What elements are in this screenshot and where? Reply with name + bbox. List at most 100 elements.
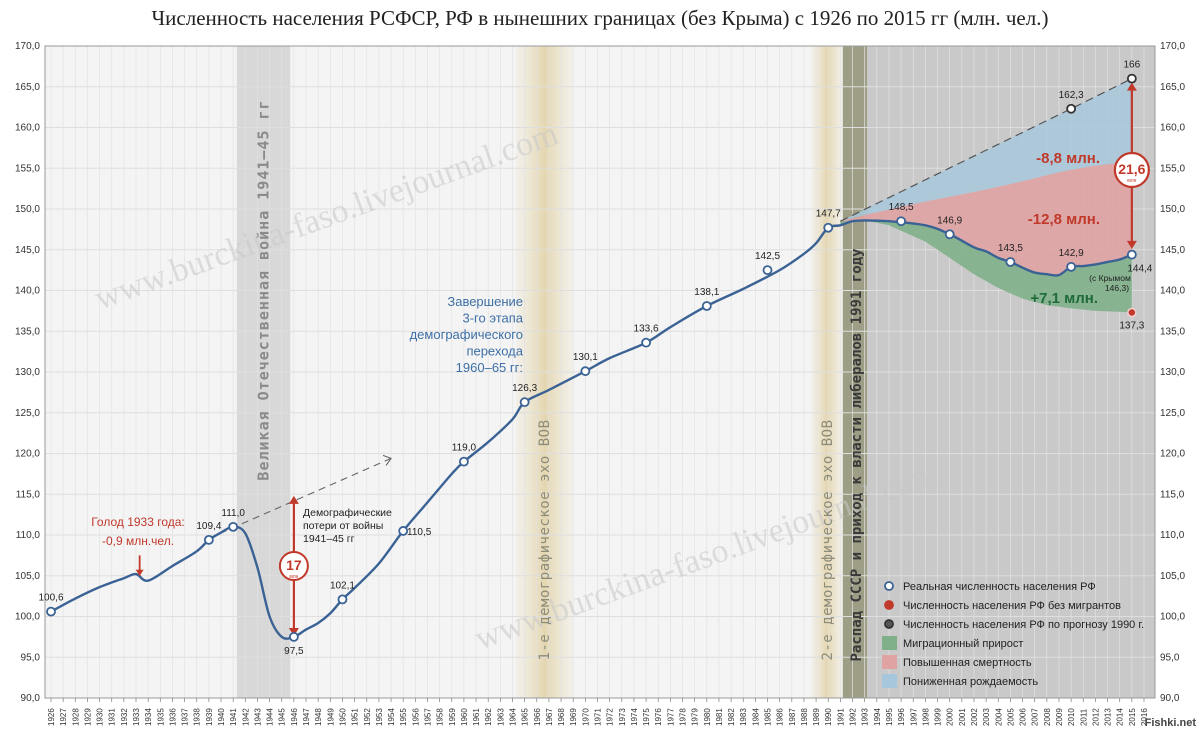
x-tick-label: 1959 [448,708,457,726]
x-tick-label: 1946 [290,708,299,726]
y-tick-label-right: 165,0 [1160,82,1185,93]
y-tick-label-right: 120,0 [1160,449,1185,460]
losses-badge [278,551,309,581]
data-label: 138,1 [694,287,719,298]
legend-marker [884,600,894,610]
y-tick-label-right: 155,0 [1160,163,1185,174]
x-tick-label: 1935 [156,708,165,726]
data-point-real [288,631,299,642]
x-tick-label: 2007 [1031,708,1040,726]
data-point-real [337,594,348,605]
x-tick-label: 1949 [326,708,335,726]
x-tick-label: 1989 [812,708,821,726]
data-label: 142,9 [1059,248,1084,259]
x-tick-label: 1951 [351,708,360,726]
x-tick-label: 1962 [484,708,493,726]
transition-note-line: перехода [466,344,523,359]
data-label: 100,6 [38,593,63,604]
x-tick-label: 1943 [253,708,262,726]
y-tick-label-right: 115,0 [1160,489,1185,500]
x-tick-label: 1964 [508,708,517,726]
gap-arrowhead-bottom [1126,240,1137,249]
series-forecast-line [840,78,1133,222]
x-tick-label: 1940 [217,708,226,726]
y-tick-label-left: 105,0 [15,571,40,582]
data-label: 137,3 [1119,321,1144,332]
x-tick-label: 1986 [776,708,785,726]
x-tick-label: 1995 [885,708,894,726]
gap-badge-value: 21,6 [1118,161,1145,177]
losses-badge-value: 17 [286,557,302,573]
x-tick-label: 1955 [399,708,408,726]
x-tick-label: 1992 [849,708,858,726]
x-tick-label: 1927 [59,708,68,726]
x-tick-label: 1980 [703,708,712,726]
y-tick-label-left: 135,0 [15,326,40,337]
legend-entry: Повышенная смертность [903,657,1032,669]
x-tick-label: 2000 [946,708,955,726]
x-tick-label: 1998 [921,708,930,726]
y-tick-label-right: 135,0 [1160,326,1185,337]
gap-badge-unit: млн [1127,178,1136,184]
y-tick-label-left: 125,0 [15,408,40,419]
y-tick-label-right: 105,0 [1160,571,1185,582]
fill-low-birth [840,78,1132,222]
y-tick-label-left: 130,0 [15,367,40,378]
data-label: 126,3 [512,383,537,394]
data-point-real [896,216,907,227]
x-tick-label: 2009 [1055,708,1064,726]
x-tick-label: 1960 [460,708,469,726]
x-tick-label: 1990 [824,708,833,726]
y-tick-label-left: 155,0 [15,163,40,174]
x-tick-label: 1978 [679,708,688,726]
data-label: 133,6 [634,324,659,335]
x-tick-label: 1950 [338,708,347,726]
war-band-label: Великая Отечественная война 1941–45 гг [255,99,273,480]
x-tick-label: 1928 [71,708,80,726]
ussr-label: Распад СССР и приход к власти либералов … [849,248,865,662]
x-tick-label: 1973 [618,708,627,726]
x-tick-label: 2002 [970,708,979,726]
y-tick-label-left: 145,0 [15,245,40,256]
x-tick-label: 1930 [96,708,105,726]
x-tick-label: 2013 [1104,708,1113,726]
data-label: 144,4 [1127,264,1152,275]
x-tick-label: 1984 [751,708,760,726]
area-label-birth: -8,8 млн. [1036,150,1100,167]
data-label: 130,1 [573,352,598,363]
losses-badge-unit: млн [289,574,298,580]
y-tick-label-left: 170,0 [15,41,40,52]
data-point-real [823,222,834,233]
x-tick-label: 1969 [569,708,578,726]
data-label: 111,0 [221,508,245,519]
crimea-note-line: (с Крымом [1089,273,1131,283]
x-tick-label: 1991 [836,708,845,726]
gap-arrowhead-top [1126,82,1137,91]
x-tick-label: 1936 [168,708,177,726]
legend-swatch [882,674,897,688]
x-tick-label: 1971 [594,708,603,726]
x-tick-label: 1975 [642,708,651,726]
x-tick-label: 1932 [120,708,129,726]
x-tick-label: 1958 [436,708,445,726]
data-point-real [46,606,56,617]
data-point-real [519,397,530,408]
legend-swatch [882,655,897,669]
transition-note-line: 1960–65 гг: [456,360,523,375]
x-tick-label: 1965 [521,708,530,726]
x-tick-label: 1987 [788,708,797,726]
data-point-real [228,521,239,532]
crimea-note-line: 146,3) [1105,283,1129,293]
x-tick-label: 1947 [302,708,311,726]
legend-entry: Численность населения РФ по прогнозу 199… [903,619,1144,631]
data-label: 162,3 [1059,90,1084,101]
y-tick-label-left: 110,0 [16,530,41,541]
x-tick-label: 1996 [897,708,906,726]
echo2-label: 2-е демографическое эхо ВОВ [820,419,836,660]
data-point-real [459,456,469,467]
area-label-death: -12,8 млн. [1028,211,1100,228]
legend-marker [884,619,894,629]
x-tick-label: 1942 [241,708,250,726]
x-tick-label: 1979 [691,708,700,726]
